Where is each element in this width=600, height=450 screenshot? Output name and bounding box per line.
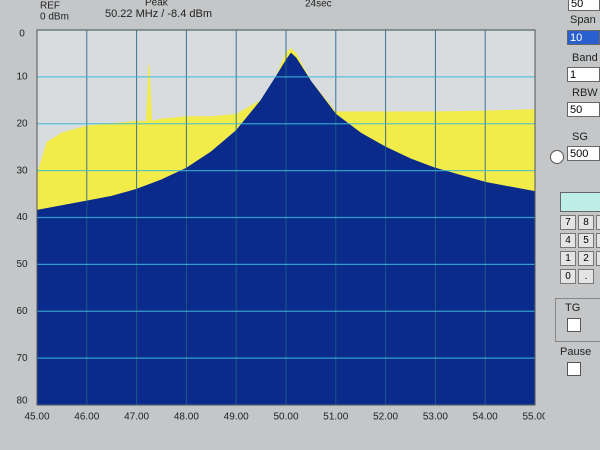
x-tick-label: 48.00 bbox=[174, 412, 199, 423]
span-field[interactable]: 10 bbox=[567, 30, 600, 45]
x-tick-label: 51.00 bbox=[323, 412, 348, 423]
tg-group bbox=[555, 298, 600, 342]
keypad-key[interactable]: 4 bbox=[560, 233, 576, 248]
tg-checkbox[interactable] bbox=[567, 318, 581, 332]
band-field[interactable]: 1 bbox=[567, 67, 600, 82]
x-tick-label: 45.00 bbox=[24, 412, 49, 423]
x-tick-label: 50.00 bbox=[273, 412, 298, 423]
keypad-key[interactable]: 5 bbox=[578, 233, 594, 248]
y-tick-label: 60 bbox=[16, 306, 28, 317]
y-tick-label: 10 bbox=[16, 72, 28, 83]
keypad-key[interactable]: 3 bbox=[596, 251, 600, 266]
display-field bbox=[560, 192, 600, 212]
keypad-key[interactable]: 6 bbox=[596, 233, 600, 248]
keypad-key[interactable]: 9 bbox=[596, 215, 600, 230]
span-label: Span bbox=[570, 14, 596, 26]
keypad-key[interactable]: 0 bbox=[560, 269, 576, 284]
sweep-time: 24sec bbox=[305, 0, 332, 10]
ref-label: REF bbox=[40, 1, 60, 12]
keypad-key[interactable]: 2 bbox=[578, 251, 594, 266]
y-tick-label: 80 bbox=[16, 396, 28, 407]
rbw-field[interactable]: 50 bbox=[567, 102, 600, 117]
pause-checkbox[interactable] bbox=[567, 362, 581, 376]
x-tick-label: 53.00 bbox=[423, 412, 448, 423]
pause-label: Pause bbox=[560, 346, 592, 358]
y-tick-label: 50 bbox=[16, 259, 28, 270]
top-field[interactable]: 50 bbox=[568, 0, 600, 11]
y-tick-label: 20 bbox=[16, 118, 28, 129]
tg-label: TG bbox=[565, 302, 581, 314]
sg-radio[interactable] bbox=[550, 150, 564, 164]
y-tick-label: 40 bbox=[16, 212, 28, 223]
y-tick-label: 0 bbox=[19, 29, 25, 40]
y-tick-label: 70 bbox=[16, 353, 28, 364]
ref-value: 0 dBm bbox=[40, 12, 69, 23]
keypad-key[interactable]: 8 bbox=[578, 215, 594, 230]
spectrum-chart: REF 0 dBm Peak 50.22 MHz / -8.4 dBm 24se… bbox=[16, 0, 545, 423]
keypad-key[interactable]: 1 bbox=[560, 251, 576, 266]
x-tick-label: 55.00 bbox=[522, 412, 545, 423]
keypad-key[interactable]: . bbox=[578, 269, 594, 284]
x-tick-label: 54.00 bbox=[473, 412, 498, 423]
sg-label: SG bbox=[572, 131, 588, 143]
x-tick-label: 47.00 bbox=[124, 412, 149, 423]
keypad-key[interactable]: 7 bbox=[560, 215, 576, 230]
y-tick-label: 30 bbox=[16, 165, 28, 176]
band-label: Band bbox=[572, 52, 598, 64]
x-tick-label: 52.00 bbox=[373, 412, 398, 423]
peak-label: Peak bbox=[145, 0, 169, 9]
x-tick-label: 49.00 bbox=[224, 412, 249, 423]
sg-field[interactable]: 500 bbox=[567, 146, 600, 161]
plot-border bbox=[36, 29, 536, 406]
rbw-label: RBW bbox=[572, 87, 598, 99]
x-tick-label: 46.00 bbox=[74, 412, 99, 423]
peak-value: 50.22 MHz / -8.4 dBm bbox=[105, 8, 212, 20]
